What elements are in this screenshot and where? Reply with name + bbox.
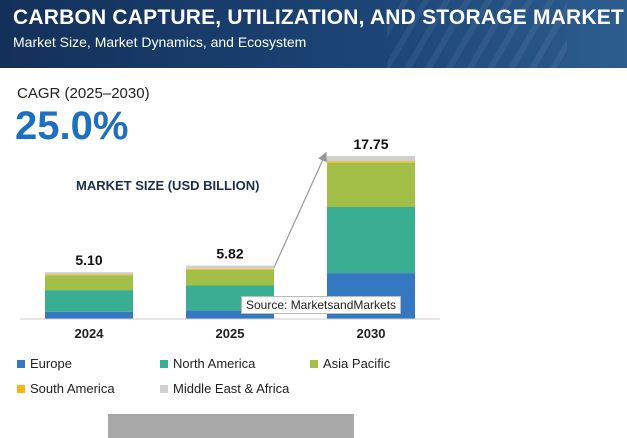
banner-decoration — [387, 0, 567, 68]
bar-segment-2025-south-america — [186, 268, 274, 270]
bar-segment-2024-south-america — [45, 274, 133, 276]
legend-item-europe: Europe — [17, 356, 72, 371]
bar-segment-2024-middle-east-africa — [45, 272, 133, 275]
x-tick-label-2024: 2024 — [75, 326, 105, 341]
bar-total-label-2030: 17.75 — [353, 136, 388, 152]
header-banner: CARBON CAPTURE, UTILIZATION, AND STORAGE… — [0, 0, 627, 68]
bar-segment-2024-north-america — [45, 290, 133, 312]
x-tick-label-2025: 2025 — [216, 326, 245, 341]
bar-segment-2030-middle-east-africa — [327, 156, 415, 162]
chart-title: MARKET SIZE (USD BILLION) — [76, 178, 260, 193]
bar-segment-2030-asia-pacific — [327, 162, 415, 207]
legend-label: Europe — [30, 356, 72, 371]
bar-segment-2025-europe — [186, 310, 274, 319]
bar-total-label-2025: 5.82 — [216, 246, 243, 262]
bar-segment-2025-middle-east-africa — [186, 265, 274, 269]
legend-label: Middle East & Africa — [173, 381, 290, 396]
legend-item-north-america: North America — [160, 356, 255, 371]
legend-label: Asia Pacific — [323, 356, 391, 371]
bar-segment-2030-north-america — [327, 207, 415, 274]
bar-segment-2024-asia-pacific — [45, 275, 133, 291]
bar-total-label-2024: 5.10 — [75, 252, 102, 268]
page-subtitle: Market Size, Market Dynamics, and Ecosys… — [13, 34, 307, 50]
legend-item-south-america: South America — [17, 381, 115, 396]
legend-item-middle-east-africa: Middle East & Africa — [160, 381, 289, 396]
legend-swatch — [17, 359, 25, 368]
legend-swatch — [17, 384, 25, 393]
legend-swatch — [310, 359, 318, 368]
cagr-value: 25.0% — [15, 104, 129, 148]
legend-item-asia-pacific: Asia Pacific — [310, 356, 390, 371]
bar-segment-2024-europe — [45, 311, 133, 319]
growth-arrow — [273, 151, 327, 268]
legend-swatch — [160, 384, 168, 393]
legend-swatch — [160, 359, 168, 368]
bar-segment-2030-south-america — [327, 161, 415, 163]
cagr-label: CAGR (2025–2030) — [17, 85, 150, 102]
legend-label: North America — [173, 356, 256, 371]
x-tick-label-2030: 2030 — [357, 326, 386, 341]
page-title: CARBON CAPTURE, UTILIZATION, AND STORAGE… — [13, 6, 624, 29]
legend-label: South America — [30, 381, 115, 396]
bottom-placeholder-bar — [108, 414, 354, 438]
source-note: Source: MarketsandMarkets — [241, 296, 402, 314]
bar-segment-2025-asia-pacific — [186, 269, 274, 286]
